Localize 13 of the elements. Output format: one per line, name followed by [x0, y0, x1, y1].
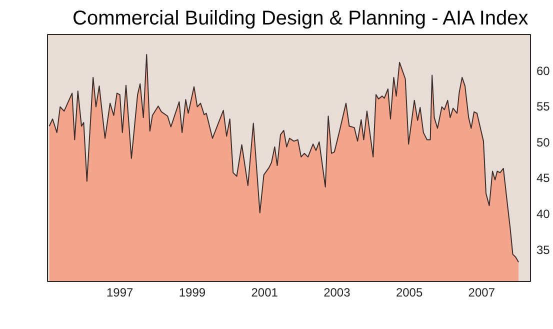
x-tick-label: 2001 — [251, 286, 278, 300]
x-tick-label: 1999 — [178, 286, 206, 300]
x-tick-label: 1997 — [106, 286, 134, 300]
y-tick-label: 40 — [536, 206, 550, 221]
y-tick-label: 45 — [536, 171, 550, 186]
y-tick-label: 55 — [536, 100, 550, 114]
x-tick-label: 2005 — [396, 286, 423, 300]
y-tick-label: 50 — [536, 135, 550, 150]
y-tick-label: 35 — [536, 242, 550, 257]
x-tick-label: 2007 — [468, 286, 496, 300]
chart-title: Commercial Building Design & Planning - AIA Index — [72, 8, 528, 30]
y-tick-label: 60 — [536, 64, 550, 78]
x-tick-label: 2003 — [324, 286, 351, 300]
